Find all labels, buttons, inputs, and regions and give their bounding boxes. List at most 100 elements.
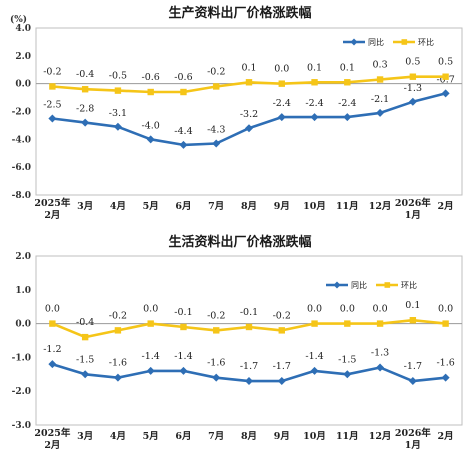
data-label: 0.0 xyxy=(274,64,289,75)
data-label: -0.6 xyxy=(142,72,160,83)
x-tick-label: 12月 xyxy=(369,431,392,442)
data-point-marker xyxy=(48,114,57,123)
x-tick-label: 9月 xyxy=(274,201,290,212)
data-label: -3.2 xyxy=(240,109,258,120)
y-tick-label: -4.0 xyxy=(12,135,31,145)
data-point-marker xyxy=(409,73,417,80)
data-point-marker xyxy=(146,135,155,144)
x-tick-label: 7月 xyxy=(208,431,224,442)
y-tick-label: -3.0 xyxy=(12,421,31,431)
data-point-marker xyxy=(179,366,188,375)
data-label: -1.3 xyxy=(404,83,422,94)
data-point-marker xyxy=(81,370,90,379)
legend-label: 同比 xyxy=(351,280,367,290)
data-point-marker xyxy=(441,89,450,98)
x-tick-label: 1月 xyxy=(405,440,421,451)
data-label: 0.1 xyxy=(241,62,256,73)
x-tick-label: 10月 xyxy=(303,431,326,442)
data-label: 0.5 xyxy=(438,57,453,68)
data-label: -2.1 xyxy=(371,94,389,105)
data-point-marker xyxy=(442,73,449,80)
data-label: 0.3 xyxy=(373,59,388,70)
data-point-marker xyxy=(344,79,351,86)
x-tick-label: 10月 xyxy=(303,201,326,212)
y-tick-label: 0.0 xyxy=(15,320,31,330)
data-label: 0.0 xyxy=(438,304,453,315)
data-label: -1.2 xyxy=(43,344,61,355)
data-label: -1.4 xyxy=(174,351,192,362)
data-point-marker xyxy=(409,317,417,324)
data-label: -3.1 xyxy=(109,108,127,119)
data-point-marker xyxy=(277,113,286,122)
consumer-goods-chart: 生活资料出厂价格涨跌幅 2.0 1.0 0.0 -1.0 -2.0 -3.0 2025年 2月 3… xyxy=(0,232,470,463)
data-label: -1.5 xyxy=(338,354,356,365)
producer-goods-chart: 生产资料出厂价格涨跌幅 (%) 4.0 2.0 0.0 -2.0 -4.0 -6.0 -8.0 2… xyxy=(10,5,463,221)
chart-title: 生产资料出厂价格涨跌幅 xyxy=(168,5,311,21)
unit-label: (%) xyxy=(10,14,27,25)
producer-goods-chart-svg: 生产资料出厂价格涨跌幅(%)4.02.00.0-2.0-4.0-6.0-8.02… xyxy=(10,5,463,221)
data-point-marker xyxy=(310,113,319,122)
x-tick-label: 2025年 xyxy=(34,427,70,439)
data-label: -2.4 xyxy=(338,98,356,109)
x-tick-label: 4月 xyxy=(110,431,126,442)
y-tick-label: -8.0 xyxy=(12,191,31,201)
x-tick-label: 7月 xyxy=(208,201,224,212)
data-point-marker xyxy=(81,118,90,127)
data-point-marker xyxy=(442,320,449,327)
data-point-marker xyxy=(212,139,221,148)
data-point-marker xyxy=(213,327,220,334)
data-label: -0.4 xyxy=(76,317,94,328)
legend: 同比 环比 xyxy=(326,280,417,290)
plot-frame xyxy=(35,27,463,196)
data-label: -0.6 xyxy=(174,72,192,83)
data-point-marker xyxy=(245,323,253,331)
data-point-marker xyxy=(311,320,318,327)
data-label: -1.6 xyxy=(436,358,454,369)
plot-frame xyxy=(35,255,463,426)
consumer-goods-chart-svg: 生活资料出厂价格涨跌幅2.01.00.0-1.0-2.0-3.02025年2月3… xyxy=(12,234,463,451)
data-point-marker xyxy=(81,86,89,93)
y-tick-label: 2.0 xyxy=(15,252,31,262)
data-point-marker xyxy=(408,97,417,106)
data-label: 0.0 xyxy=(340,304,355,315)
y-tick-label: 0.0 xyxy=(15,80,31,90)
x-tick-label: 5月 xyxy=(143,431,159,442)
data-point-marker xyxy=(180,323,187,331)
data-point-marker xyxy=(245,79,253,86)
x-tick-label: 6月 xyxy=(175,201,191,212)
data-point-marker xyxy=(213,83,220,90)
data-label: -0.1 xyxy=(240,307,258,318)
legend: 同比 环比 xyxy=(343,37,434,47)
data-label: 0.0 xyxy=(373,304,388,315)
y-tick-label: -1.0 xyxy=(12,353,31,363)
data-point-marker xyxy=(113,373,122,382)
data-point-marker xyxy=(114,87,122,94)
data-point-marker xyxy=(49,83,56,90)
data-label: -0.2 xyxy=(43,66,61,77)
data-label: -2.4 xyxy=(273,98,291,109)
x-tick-label: 4月 xyxy=(110,201,126,212)
data-label: -1.7 xyxy=(273,361,291,372)
legend-label: 环比 xyxy=(401,280,417,290)
data-point-marker xyxy=(408,377,417,386)
data-point-marker xyxy=(277,377,286,386)
data-point-marker xyxy=(343,113,352,122)
data-point-marker xyxy=(49,320,56,327)
data-point-marker xyxy=(179,140,188,149)
legend-label: 环比 xyxy=(418,37,434,47)
data-label: -0.2 xyxy=(273,310,291,321)
x-tick-label: 3月 xyxy=(77,431,93,442)
data-label: 0.0 xyxy=(307,304,322,315)
x-tick-label: 2月 xyxy=(44,440,60,451)
data-point-marker xyxy=(245,124,253,133)
x-tick-label: 2026年 xyxy=(395,197,431,209)
data-label: -4.0 xyxy=(142,120,160,131)
x-tick-label: 2月 xyxy=(438,201,454,212)
legend-marker xyxy=(350,38,358,46)
data-point-marker xyxy=(278,80,285,87)
data-point-marker xyxy=(278,327,285,334)
chart-title: 生活资料出厂价格涨跌幅 xyxy=(168,234,311,250)
data-label: -0.4 xyxy=(76,69,94,80)
data-label: -1.5 xyxy=(76,354,94,365)
y-tick-label: 1.0 xyxy=(15,286,31,296)
